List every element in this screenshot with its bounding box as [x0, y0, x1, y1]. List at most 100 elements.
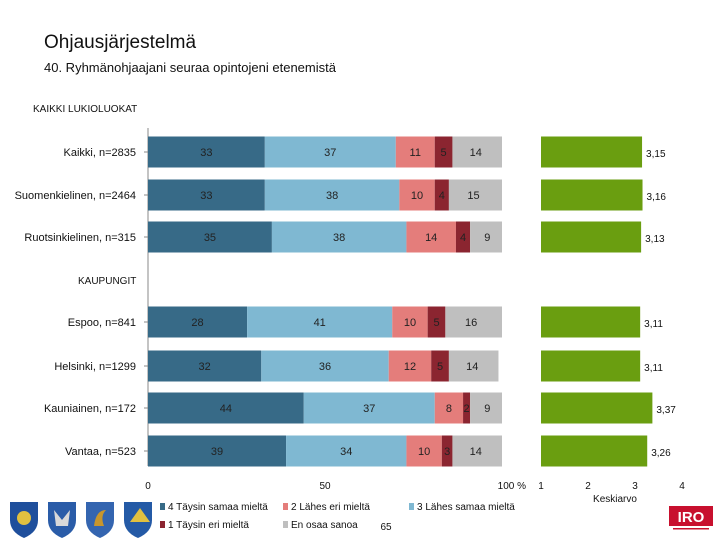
section-header-all: KAIKKI LUKIOLUOKAT — [33, 104, 138, 115]
bar-segment — [286, 435, 407, 467]
data-label: 12 — [404, 361, 416, 373]
data-label: 2 — [464, 403, 470, 415]
mean-label: 3,26 — [651, 448, 671, 459]
bar-segment — [271, 221, 407, 253]
mean-bar — [541, 221, 642, 253]
legend-label: 4 Täysin samaa mieltä — [168, 502, 268, 513]
bar-segment — [264, 136, 396, 168]
data-label: 14 — [470, 147, 482, 159]
mean-label: 3,37 — [656, 405, 676, 416]
data-label: 39 — [211, 446, 223, 458]
mean-label: 3,13 — [645, 234, 665, 245]
data-label: 34 — [340, 446, 352, 458]
data-label: 44 — [220, 403, 232, 415]
data-label: 33 — [200, 190, 212, 202]
mean-tick-label: 3 — [632, 481, 638, 492]
data-label: 38 — [326, 190, 338, 202]
bar-segment — [470, 392, 502, 424]
data-label: 10 — [404, 317, 416, 329]
legend-swatch — [283, 521, 288, 528]
category-label: Ruotsinkielinen, n=315 — [24, 232, 136, 244]
bar-segment — [455, 221, 471, 253]
municipality-crests-icon — [10, 502, 152, 538]
bar-segment — [434, 136, 453, 168]
data-label: 10 — [418, 446, 430, 458]
category-label: Helsinki, n=1299 — [54, 361, 136, 373]
x-tick-label: 100 % — [498, 481, 526, 492]
data-label: 5 — [441, 147, 447, 159]
bar-segment — [452, 435, 502, 467]
mean-bar — [541, 350, 641, 382]
bar-segment — [434, 179, 449, 211]
legend-label: 2 Lähes eri mieltä — [291, 502, 370, 513]
bar-segment — [406, 435, 442, 467]
bar-segment — [392, 306, 428, 338]
data-label: 5 — [437, 361, 443, 373]
data-label: 16 — [465, 317, 477, 329]
bar-segment — [445, 306, 502, 338]
bar-segment — [247, 306, 393, 338]
section-header-cities: KAUPUNGIT — [78, 276, 137, 287]
data-label: 11 — [410, 147, 421, 159]
bar-segment — [148, 136, 265, 168]
footnote: 65 — [380, 522, 392, 533]
page-subtitle: 40. Ryhmänohjaajani seuraa opintojeni et… — [44, 60, 336, 75]
svg-text:IRO: IRO — [678, 509, 705, 526]
data-label: 33 — [200, 147, 212, 159]
bar-segment — [395, 136, 435, 168]
bar-segment — [448, 350, 499, 382]
bar-segment — [148, 221, 272, 253]
bar-segment — [148, 435, 287, 467]
data-label: 41 — [314, 317, 326, 329]
data-label: 14 — [425, 232, 437, 244]
bar-segment — [148, 306, 248, 338]
bar-segment — [303, 392, 435, 424]
mean-axis-label: Keskiarvo — [593, 494, 637, 505]
data-label: 36 — [319, 361, 331, 373]
data-label: 14 — [470, 446, 482, 458]
data-label: 37 — [363, 403, 375, 415]
mean-bar — [541, 306, 641, 338]
bar-segment — [463, 392, 471, 424]
mean-bar — [541, 392, 653, 424]
legend-swatch — [160, 503, 165, 510]
x-tick-label: 50 — [319, 481, 331, 492]
bar-segment — [406, 221, 456, 253]
mean-label: 3,16 — [647, 192, 667, 203]
data-label: 10 — [411, 190, 423, 202]
mean-tick-label: 2 — [585, 481, 591, 492]
bar-segment — [452, 136, 502, 168]
page-title: Ohjausjärjestelmä — [44, 32, 197, 53]
legend-label: 1 Täysin eri mieltä — [168, 520, 249, 531]
data-label: 28 — [191, 317, 203, 329]
data-label: 4 — [439, 190, 445, 202]
bar-segment — [431, 350, 449, 382]
legend-swatch — [160, 521, 165, 528]
data-label: 15 — [467, 190, 479, 202]
mean-bar — [541, 136, 643, 168]
data-label: 38 — [333, 232, 345, 244]
mean-label: 3,15 — [646, 149, 666, 160]
bar-segment — [470, 221, 502, 253]
bar-segment — [264, 179, 400, 211]
legend-swatch — [283, 503, 288, 510]
data-label: 9 — [484, 403, 490, 415]
data-label: 9 — [484, 232, 490, 244]
data-label: 32 — [199, 361, 211, 373]
bar-segment — [434, 392, 464, 424]
data-label: 8 — [446, 403, 452, 415]
x-tick-label: 0 — [145, 481, 151, 492]
mean-bar — [541, 435, 648, 467]
bar-segment — [148, 392, 304, 424]
data-label: 35 — [204, 232, 216, 244]
data-label: 4 — [460, 232, 466, 244]
data-label: 14 — [466, 361, 478, 373]
bar-segment — [441, 435, 453, 467]
bar-segment — [261, 350, 389, 382]
bar-segment — [148, 179, 265, 211]
data-label: 5 — [433, 317, 439, 329]
bar-segment — [388, 350, 432, 382]
iro-logo-icon: IRO — [669, 506, 713, 530]
category-label: Kaikki, n=2835 — [64, 147, 136, 159]
